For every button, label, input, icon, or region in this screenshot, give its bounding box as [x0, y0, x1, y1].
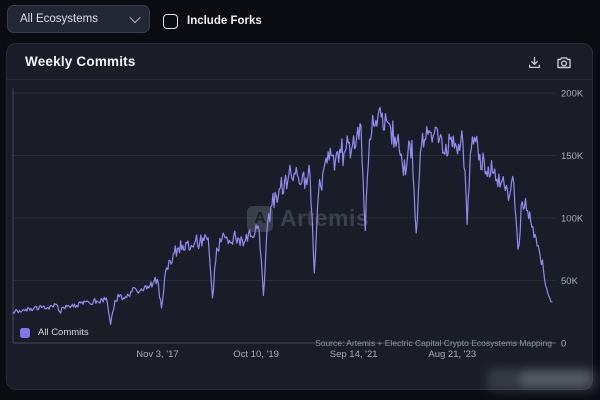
legend-label: All Commits: [38, 327, 89, 338]
weekly-commits-chart[interactable]: [13, 88, 556, 343]
topbar: All Ecosystems Include Forks: [0, 0, 600, 42]
chart-legend[interactable]: All Commits: [20, 327, 89, 338]
screenshot-button[interactable]: [553, 51, 575, 73]
camera-icon: [557, 56, 571, 68]
source-attribution: Source: Artemis + Electric Capital Crypt…: [315, 338, 552, 348]
card-title: Weekly Commits: [25, 54, 136, 69]
include-forks-control: Include Forks: [163, 0, 262, 42]
download-button[interactable]: [523, 51, 545, 73]
chevron-down-icon: [129, 11, 141, 24]
include-forks-label: Include Forks: [187, 15, 262, 27]
legend-swatch: [20, 327, 30, 338]
download-icon: [528, 56, 540, 68]
include-forks-checkbox[interactable]: [163, 13, 178, 29]
ecosystem-dropdown-value: All Ecosystems: [20, 13, 98, 25]
header-divider: [7, 79, 592, 80]
ecosystem-dropdown[interactable]: All Ecosystems: [7, 5, 150, 33]
card-header: Weekly Commits: [7, 44, 592, 79]
